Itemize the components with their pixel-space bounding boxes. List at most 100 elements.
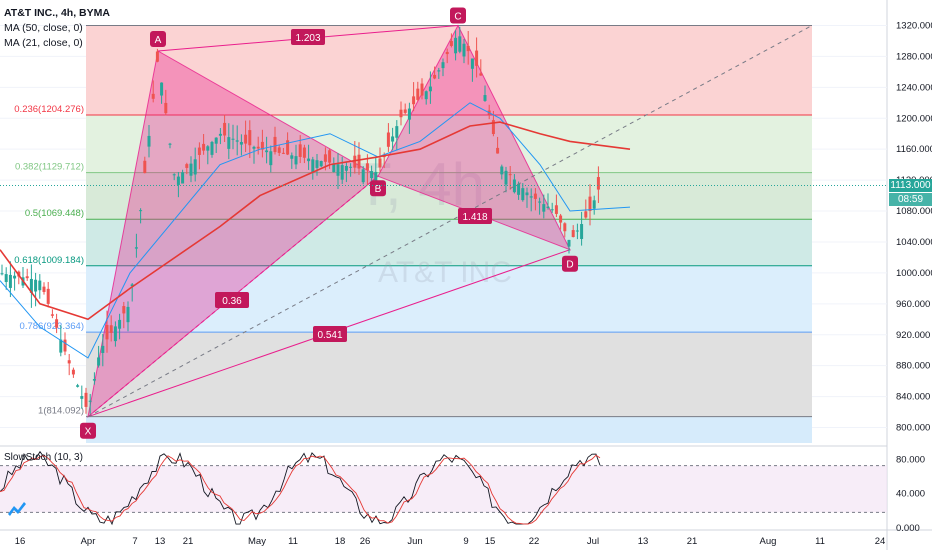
stoch-k-line[interactable] [0,450,601,526]
candle [336,152,340,189]
price-tick-label: 1280.000 [896,51,932,62]
candle [533,188,537,211]
ma50-legend[interactable]: MA (50, close, 0) [4,22,83,34]
candle [168,142,172,149]
time-tick-label: 7 [132,536,137,547]
candle [8,261,12,298]
ratio-label[interactable]: 1.203 [291,29,325,45]
ma21-line[interactable] [0,102,631,359]
candle [134,233,138,258]
trend-line[interactable] [87,25,813,418]
time-tick-label: 22 [529,536,540,547]
candle [466,30,470,65]
candle [189,156,193,183]
time-tick-label: Jun [407,536,422,547]
svg-text:X: X [85,427,92,438]
price-tick-label: 960.000 [896,299,930,310]
price-tick-label: 1160.000 [896,144,932,155]
candle [420,78,424,100]
price-tick-label: 840.000 [896,392,930,403]
candle [126,301,130,332]
fib-level-label: 0.5(1069.448) [25,208,84,219]
candle [286,132,290,156]
candle [55,313,59,334]
tradingview-logo-icon[interactable] [8,502,26,521]
candle [235,125,239,156]
time-tick-label: 11 [815,536,825,547]
candle [227,123,231,160]
candle [559,213,563,230]
chart-legend: AT&T INC., 4h, BYMA MA (50, close, 0) MA… [4,6,110,51]
candle [63,332,67,356]
last-price-tag: 1113.000 [889,179,932,192]
candle [252,145,256,164]
candle [332,157,336,173]
oscillator-label[interactable]: SlowStoch (10, 3) [4,452,83,463]
ratio-label[interactable]: 0.36 [215,292,249,308]
candle [231,124,235,150]
svg-text:0.36: 0.36 [222,296,242,307]
candle [349,163,353,177]
point-label-d[interactable]: D [562,255,578,272]
candle [584,199,588,219]
price-tick-label: 1320.000 [896,20,932,31]
svg-text:A: A [155,35,162,46]
candle [0,264,4,276]
point-label-x[interactable]: X [80,422,96,439]
symbol-title[interactable]: AT&T INC., 4h, BYMA [4,7,110,19]
price-tick-label: 880.000 [896,361,930,372]
ma21-legend[interactable]: MA (21, close, 0) [4,37,83,49]
fib-level-label: 1(814.092) [38,406,84,417]
candle [298,135,302,164]
candle [416,81,420,102]
time-tick-label: 18 [335,536,346,547]
candle [260,129,264,158]
candle [269,145,273,173]
stoch-d-line[interactable] [0,454,601,525]
candle [176,172,180,198]
ma50-line[interactable] [0,121,631,321]
ratio-label[interactable]: 0.541 [313,326,347,342]
candle [370,165,374,183]
candle [550,202,554,213]
candle [105,310,109,353]
candle [344,162,348,183]
candle [483,85,487,102]
candle [399,101,403,126]
candle [403,103,407,115]
candle [67,354,71,376]
time-tick-label: Aug [760,536,777,547]
point-label-b[interactable]: B [370,180,386,197]
candle [462,39,466,64]
candle [307,144,311,170]
candle [428,71,432,104]
time-tick-label: 26 [360,536,371,547]
candle [500,164,504,180]
candle [139,208,143,224]
price-tick-label: 1200.000 [896,113,932,124]
candle [25,268,29,281]
candle [580,211,584,246]
candle [290,152,294,169]
candle [525,187,529,208]
point-label-c[interactable]: C [450,7,466,24]
time-tick-label: 16 [15,536,26,547]
candle [458,26,462,54]
candle [563,222,567,238]
fib-zone [86,416,812,443]
candle [529,188,533,212]
candle [386,123,390,152]
ratio-label[interactable]: 1.418 [458,208,492,224]
candle [164,89,168,116]
svg-text:AT&T INC: AT&T INC [378,256,512,289]
candle [92,372,96,385]
point-label-a[interactable]: A [150,30,166,47]
candle [441,58,445,77]
candle [542,194,546,219]
candle [113,321,117,347]
candle [475,37,479,78]
price-axis[interactable] [887,0,932,550]
candle [160,82,164,104]
fib-zone [86,332,812,417]
